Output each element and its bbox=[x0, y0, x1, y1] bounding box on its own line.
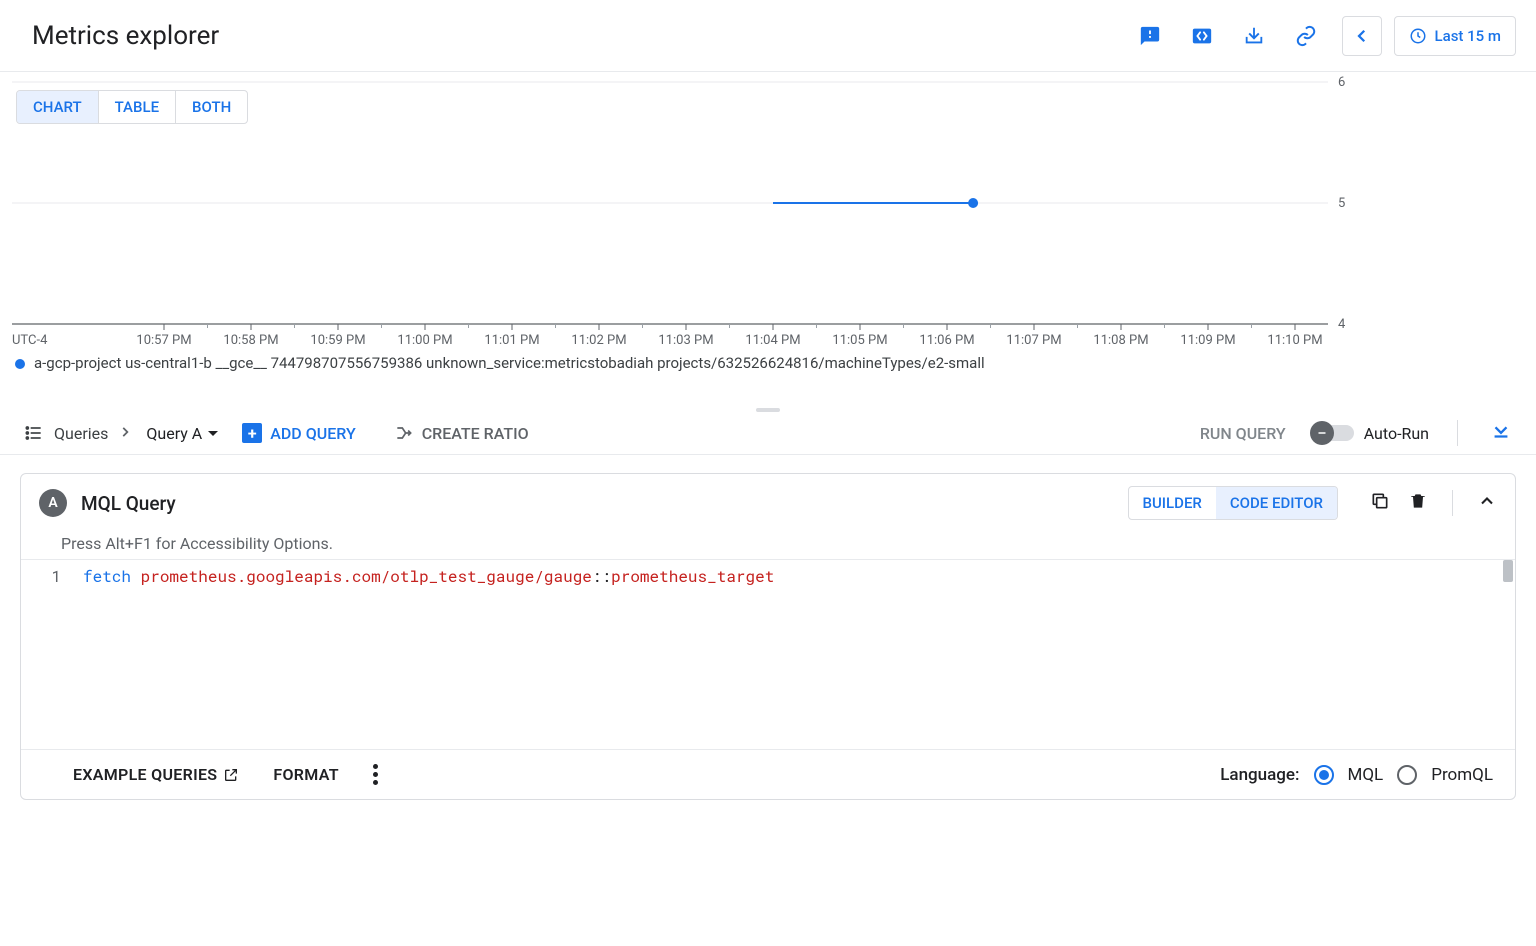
minimap-scroll[interactable] bbox=[1503, 560, 1513, 582]
svg-text:UTC-4: UTC-4 bbox=[12, 333, 48, 348]
mode-code-editor-button[interactable]: CODE EDITOR bbox=[1216, 487, 1337, 519]
radio-promql[interactable] bbox=[1397, 765, 1417, 785]
header-actions: Last 15 m bbox=[1126, 12, 1516, 60]
svg-text:11:04 PM: 11:04 PM bbox=[745, 333, 800, 348]
chevron-right-icon bbox=[118, 424, 132, 443]
download-icon[interactable] bbox=[1230, 12, 1278, 60]
create-ratio-button[interactable]: CREATE RATIO bbox=[394, 423, 529, 443]
example-queries-button[interactable]: EXAMPLE QUERIES bbox=[73, 765, 239, 784]
format-button[interactable]: FORMAT bbox=[273, 765, 338, 784]
accessibility-hint: Press Alt+F1 for Accessibility Options. bbox=[21, 532, 1515, 559]
view-tabs: CHART TABLE BOTH bbox=[16, 90, 248, 124]
language-label: Language: bbox=[1220, 765, 1299, 785]
link-icon[interactable] bbox=[1282, 12, 1330, 60]
editor-title: MQL Query bbox=[81, 492, 176, 515]
time-range-button[interactable]: Last 15 m bbox=[1394, 16, 1516, 56]
editor-footer: EXAMPLE QUERIES FORMAT Language: MQL Pro… bbox=[21, 749, 1515, 799]
mode-builder-button[interactable]: BUILDER bbox=[1129, 487, 1216, 519]
svg-text:11:06 PM: 11:06 PM bbox=[919, 333, 974, 348]
editor-mode-segment: BUILDER CODE EDITOR bbox=[1128, 486, 1338, 520]
code-icon[interactable] bbox=[1178, 12, 1226, 60]
svg-text:a-gcp-project us-central1-b __: a-gcp-project us-central1-b __gce__ 7447… bbox=[34, 354, 985, 372]
svg-text:11:00 PM: 11:00 PM bbox=[397, 333, 452, 348]
tab-table[interactable]: TABLE bbox=[98, 91, 175, 123]
editor-header: A MQL Query BUILDER CODE EDITOR bbox=[21, 474, 1515, 532]
svg-text:4: 4 bbox=[1338, 317, 1346, 332]
collapse-panel-icon[interactable] bbox=[1490, 420, 1512, 446]
auto-run-label: Auto-Run bbox=[1364, 424, 1429, 443]
svg-text:11:07 PM: 11:07 PM bbox=[1006, 333, 1061, 348]
plus-icon: + bbox=[242, 423, 262, 443]
queries-label[interactable]: Queries bbox=[54, 424, 108, 443]
list-icon bbox=[24, 423, 44, 443]
svg-text:10:57 PM: 10:57 PM bbox=[136, 333, 191, 348]
dropdown-caret-icon bbox=[208, 431, 218, 436]
create-ratio-label: CREATE RATIO bbox=[422, 424, 529, 443]
feedback-icon[interactable] bbox=[1126, 12, 1174, 60]
tab-both[interactable]: BOTH bbox=[175, 91, 247, 123]
tab-chart[interactable]: CHART bbox=[17, 91, 98, 123]
svg-text:11:02 PM: 11:02 PM bbox=[571, 333, 626, 348]
code-editor[interactable]: 1 fetch prometheus.googleapis.com/otlp_t… bbox=[21, 559, 1515, 749]
header: Metrics explorer Last 15 m bbox=[0, 0, 1536, 72]
toggle-knob bbox=[1310, 421, 1334, 445]
queries-breadcrumb: Queries bbox=[24, 423, 132, 443]
svg-text:11:05 PM: 11:05 PM bbox=[832, 333, 887, 348]
svg-text:11:09 PM: 11:09 PM bbox=[1180, 333, 1235, 348]
merge-icon bbox=[394, 423, 414, 443]
code-line: fetch prometheus.googleapis.com/otlp_tes… bbox=[77, 566, 786, 749]
svg-text:11:08 PM: 11:08 PM bbox=[1093, 333, 1148, 348]
svg-text:6: 6 bbox=[1338, 75, 1345, 90]
language-group: Language: MQL PromQL bbox=[1220, 765, 1493, 785]
auto-run-toggle[interactable] bbox=[1314, 425, 1354, 441]
svg-text:11:03 PM: 11:03 PM bbox=[658, 333, 713, 348]
query-selector[interactable]: Query A bbox=[146, 424, 218, 443]
delete-icon[interactable] bbox=[1408, 491, 1428, 515]
auto-run-toggle-group: Auto-Run bbox=[1314, 424, 1429, 443]
radio-mql-label: MQL bbox=[1348, 765, 1384, 785]
time-range-label: Last 15 m bbox=[1435, 27, 1501, 45]
query-bar: Queries Query A + ADD QUERY CREATE RATIO… bbox=[0, 412, 1536, 455]
line-number: 1 bbox=[21, 566, 77, 749]
prev-timerange-button[interactable] bbox=[1342, 16, 1382, 56]
svg-text:11:10 PM: 11:10 PM bbox=[1267, 333, 1322, 348]
external-link-icon bbox=[223, 767, 239, 783]
svg-text:10:58 PM: 10:58 PM bbox=[223, 333, 278, 348]
svg-text:5: 5 bbox=[1338, 196, 1345, 211]
svg-text:10:59 PM: 10:59 PM bbox=[310, 333, 365, 348]
radio-promql-label: PromQL bbox=[1431, 765, 1493, 785]
editor-head-actions bbox=[1370, 490, 1497, 516]
current-query-label: Query A bbox=[146, 424, 202, 443]
copy-icon[interactable] bbox=[1370, 491, 1390, 515]
radio-mql[interactable] bbox=[1314, 765, 1334, 785]
add-query-button[interactable]: + ADD QUERY bbox=[242, 423, 355, 443]
run-query-button[interactable]: RUN QUERY bbox=[1200, 424, 1286, 443]
query-badge: A bbox=[39, 489, 67, 517]
add-query-label: ADD QUERY bbox=[270, 424, 355, 443]
more-menu-icon[interactable] bbox=[373, 764, 378, 785]
page-title: Metrics explorer bbox=[32, 21, 219, 51]
svg-text:11:01 PM: 11:01 PM bbox=[484, 333, 539, 348]
query-editor-card: A MQL Query BUILDER CODE EDITOR Press Al… bbox=[20, 473, 1516, 800]
collapse-editor-icon[interactable] bbox=[1477, 491, 1497, 515]
